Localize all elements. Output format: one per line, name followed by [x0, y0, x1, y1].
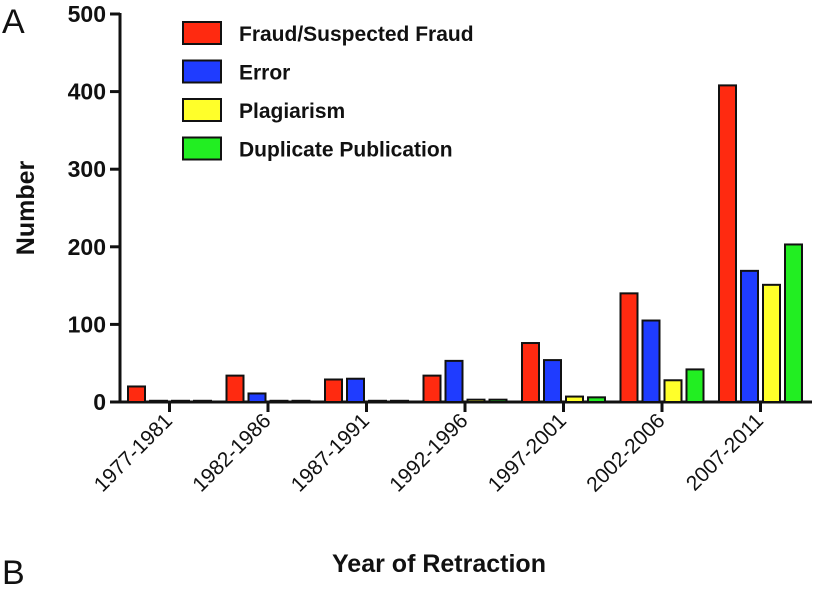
bar-2-2007-2011	[740, 269, 759, 403]
bar-1-1987-1991	[324, 378, 343, 404]
legend-swatch-3	[182, 98, 222, 122]
bar-2-1997-2001	[543, 359, 562, 404]
axes	[118, 13, 812, 404]
y-tick-label-400: 400	[68, 79, 106, 105]
y-tick-label-500: 500	[68, 1, 106, 27]
legend-swatch-4	[182, 136, 222, 161]
bar-4-1977-1981	[193, 399, 212, 403]
legend: Fraud/Suspected Fraud Error Plagiarism Dupl…	[182, 21, 474, 162]
ticks: 0 100 200 300 400 500 1977-1981 1982-1986 1987-1…	[68, 1, 768, 497]
bar-1-1977-1981	[127, 385, 146, 404]
bar-1-1982-1986	[225, 374, 245, 403]
y-tick-label-200: 200	[68, 234, 106, 260]
bar-2-1977-1981	[149, 399, 168, 403]
x-tick-label-1992-1996: 1992-1996	[385, 409, 472, 496]
bar-4-1987-1991	[390, 399, 409, 403]
bar-1-2002-2006	[619, 292, 639, 403]
legend-swatch-1	[182, 21, 222, 45]
bars	[127, 84, 803, 404]
legend-label-1: Fraud/Suspected Fraud	[239, 23, 474, 46]
x-tick-label-1982-1986: 1982-1986	[188, 409, 275, 496]
legend-label-2: Error	[239, 62, 290, 85]
y-tick-label-300: 300	[68, 156, 106, 182]
bar-2-2002-2006	[641, 319, 661, 403]
panel-label-b: B	[2, 554, 25, 584]
y-tick-label-100: 100	[68, 311, 106, 337]
panel-label-a: A	[2, 3, 25, 41]
bar-4-1992-1996	[488, 398, 508, 403]
bar-2-1992-1996	[444, 359, 464, 404]
x-axis-title: Year of Retraction	[332, 550, 546, 578]
legend-swatch-2	[182, 59, 222, 84]
x-tick-label-1997-2001: 1997-2001	[484, 409, 571, 496]
bar-4-2002-2006	[685, 368, 705, 403]
bar-4-1982-1986	[291, 399, 311, 403]
bar-1-1997-2001	[521, 342, 540, 403]
bar-2-1982-1986	[247, 392, 267, 403]
y-tick-label-0: 0	[93, 389, 106, 415]
bar-3-1997-2001	[565, 395, 584, 403]
legend-label-4: Duplicate Publication	[239, 139, 453, 162]
bar-1-1992-1996	[422, 374, 442, 403]
legend-label-3: Plagiarism	[239, 100, 345, 123]
bar-2-1987-1991	[346, 377, 365, 404]
x-tick-label-2007-2011: 2007-2011	[682, 409, 768, 495]
bar-3-2002-2006	[663, 379, 683, 404]
bar-1-2007-2011	[718, 84, 737, 403]
y-axis-title: Number	[12, 161, 40, 256]
bar-3-1982-1986	[269, 399, 289, 403]
x-tick-label-1977-1981: 1977-1981	[90, 409, 177, 496]
x-tick-label-1987-1991: 1987-1991	[287, 409, 374, 496]
bar-3-1977-1981	[171, 399, 190, 403]
bar-3-1992-1996	[466, 398, 486, 403]
bar-4-1997-2001	[587, 396, 606, 403]
bar-4-2007-2011	[784, 243, 803, 403]
x-tick-label-2002-2006: 2002-2006	[582, 409, 669, 496]
bar-3-2007-2011	[762, 283, 781, 404]
bar-3-1987-1991	[368, 399, 387, 403]
